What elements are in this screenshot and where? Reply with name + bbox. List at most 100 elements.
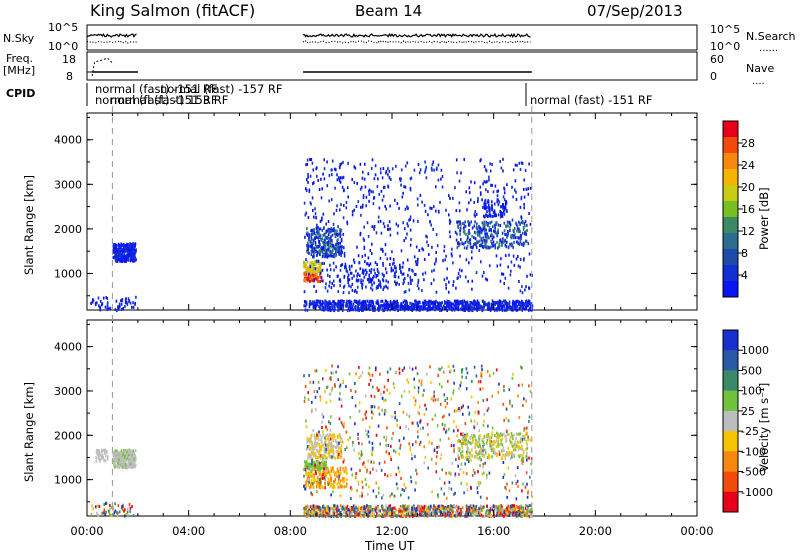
power-point <box>312 306 315 309</box>
power-point <box>528 286 531 290</box>
velocity-point <box>306 466 309 469</box>
power-point <box>369 277 372 281</box>
velocity-point <box>307 467 310 471</box>
power-point <box>129 301 132 305</box>
velocity-point <box>470 509 473 513</box>
power-point <box>352 302 355 306</box>
velocity-point <box>369 425 371 429</box>
velocity-point <box>450 472 452 476</box>
velocity-point <box>317 438 320 442</box>
nsearch-label: N.Search <box>746 30 796 43</box>
power-point <box>104 305 107 309</box>
velocity-point <box>345 471 348 475</box>
velocity-point <box>371 441 374 445</box>
power-point <box>315 235 318 239</box>
power-point <box>351 210 354 214</box>
freq-label-line1: Freq. <box>6 52 33 65</box>
velocity-point <box>340 451 342 455</box>
power-point <box>418 308 420 312</box>
power-point <box>369 300 371 304</box>
power-point <box>483 226 486 230</box>
power-point <box>310 237 313 241</box>
velocity-point <box>338 472 340 475</box>
velocity-point <box>455 511 457 515</box>
power-point <box>312 263 314 266</box>
velocity-point <box>314 435 316 439</box>
velocity-point <box>331 450 333 454</box>
velocity-point <box>318 451 320 455</box>
velocity-point <box>330 483 333 486</box>
velocity-point <box>103 458 105 462</box>
velocity-point <box>395 508 397 512</box>
power-point <box>520 161 523 165</box>
power-point <box>418 287 420 291</box>
power-point <box>350 307 352 311</box>
velocity-point <box>480 364 483 368</box>
power-point <box>318 227 321 231</box>
power-point <box>429 220 431 224</box>
power-point <box>337 274 339 278</box>
velocity-point <box>501 513 503 517</box>
power-point <box>511 185 513 189</box>
power-point <box>312 242 314 246</box>
velocity-point <box>376 511 378 515</box>
power-point <box>339 165 341 169</box>
power-point <box>345 304 348 308</box>
cpid-text-right: normal (fast) -151 RF <box>530 93 653 107</box>
velocity-point <box>520 506 522 510</box>
velocity-point <box>423 504 426 508</box>
power-point <box>337 301 339 305</box>
power-point <box>362 170 364 174</box>
velocity-point <box>378 388 381 392</box>
velocity-point <box>311 462 313 466</box>
velocity-point <box>332 508 335 512</box>
power-point <box>508 306 510 310</box>
velocity-point <box>107 455 109 459</box>
power-point <box>399 303 402 307</box>
power-point <box>370 270 372 274</box>
velocity-point <box>336 467 339 471</box>
power-point <box>477 307 480 311</box>
velocity-point <box>430 511 433 515</box>
velocity-point <box>97 451 99 455</box>
power-point <box>316 250 319 254</box>
velocity-point <box>331 433 334 437</box>
velocity-point <box>526 505 529 509</box>
velocity-point <box>103 511 105 515</box>
power-point <box>316 244 319 248</box>
velocity-point <box>104 459 107 463</box>
power-point <box>387 303 390 307</box>
power-point <box>90 301 92 305</box>
power-point <box>432 305 435 309</box>
power-point <box>398 304 400 308</box>
velocity-point <box>366 504 368 508</box>
velocity-point <box>305 473 308 477</box>
power-point <box>460 237 462 241</box>
power-point <box>514 233 516 237</box>
power-point <box>388 169 391 173</box>
velocity-point <box>307 446 309 450</box>
power-point <box>330 286 333 290</box>
velocity-point <box>333 479 335 483</box>
velocity-point <box>329 454 332 458</box>
power-point <box>469 305 472 309</box>
velocity-point <box>336 440 338 444</box>
power-point <box>129 257 132 261</box>
power-point <box>126 256 128 260</box>
power-point <box>402 272 405 276</box>
velocity-point <box>311 443 313 447</box>
power-point <box>366 278 369 282</box>
power-point <box>321 247 324 251</box>
velocity-point <box>425 512 427 516</box>
power-point <box>382 263 384 267</box>
power-point <box>509 273 512 277</box>
power-point <box>499 224 502 227</box>
power-point <box>462 230 465 234</box>
power-point <box>395 164 397 168</box>
velocity-point <box>309 467 311 471</box>
velocity-point <box>318 514 320 518</box>
power-point <box>334 229 337 233</box>
power-point <box>341 299 344 303</box>
power-point <box>506 220 509 224</box>
power-point <box>303 272 306 276</box>
